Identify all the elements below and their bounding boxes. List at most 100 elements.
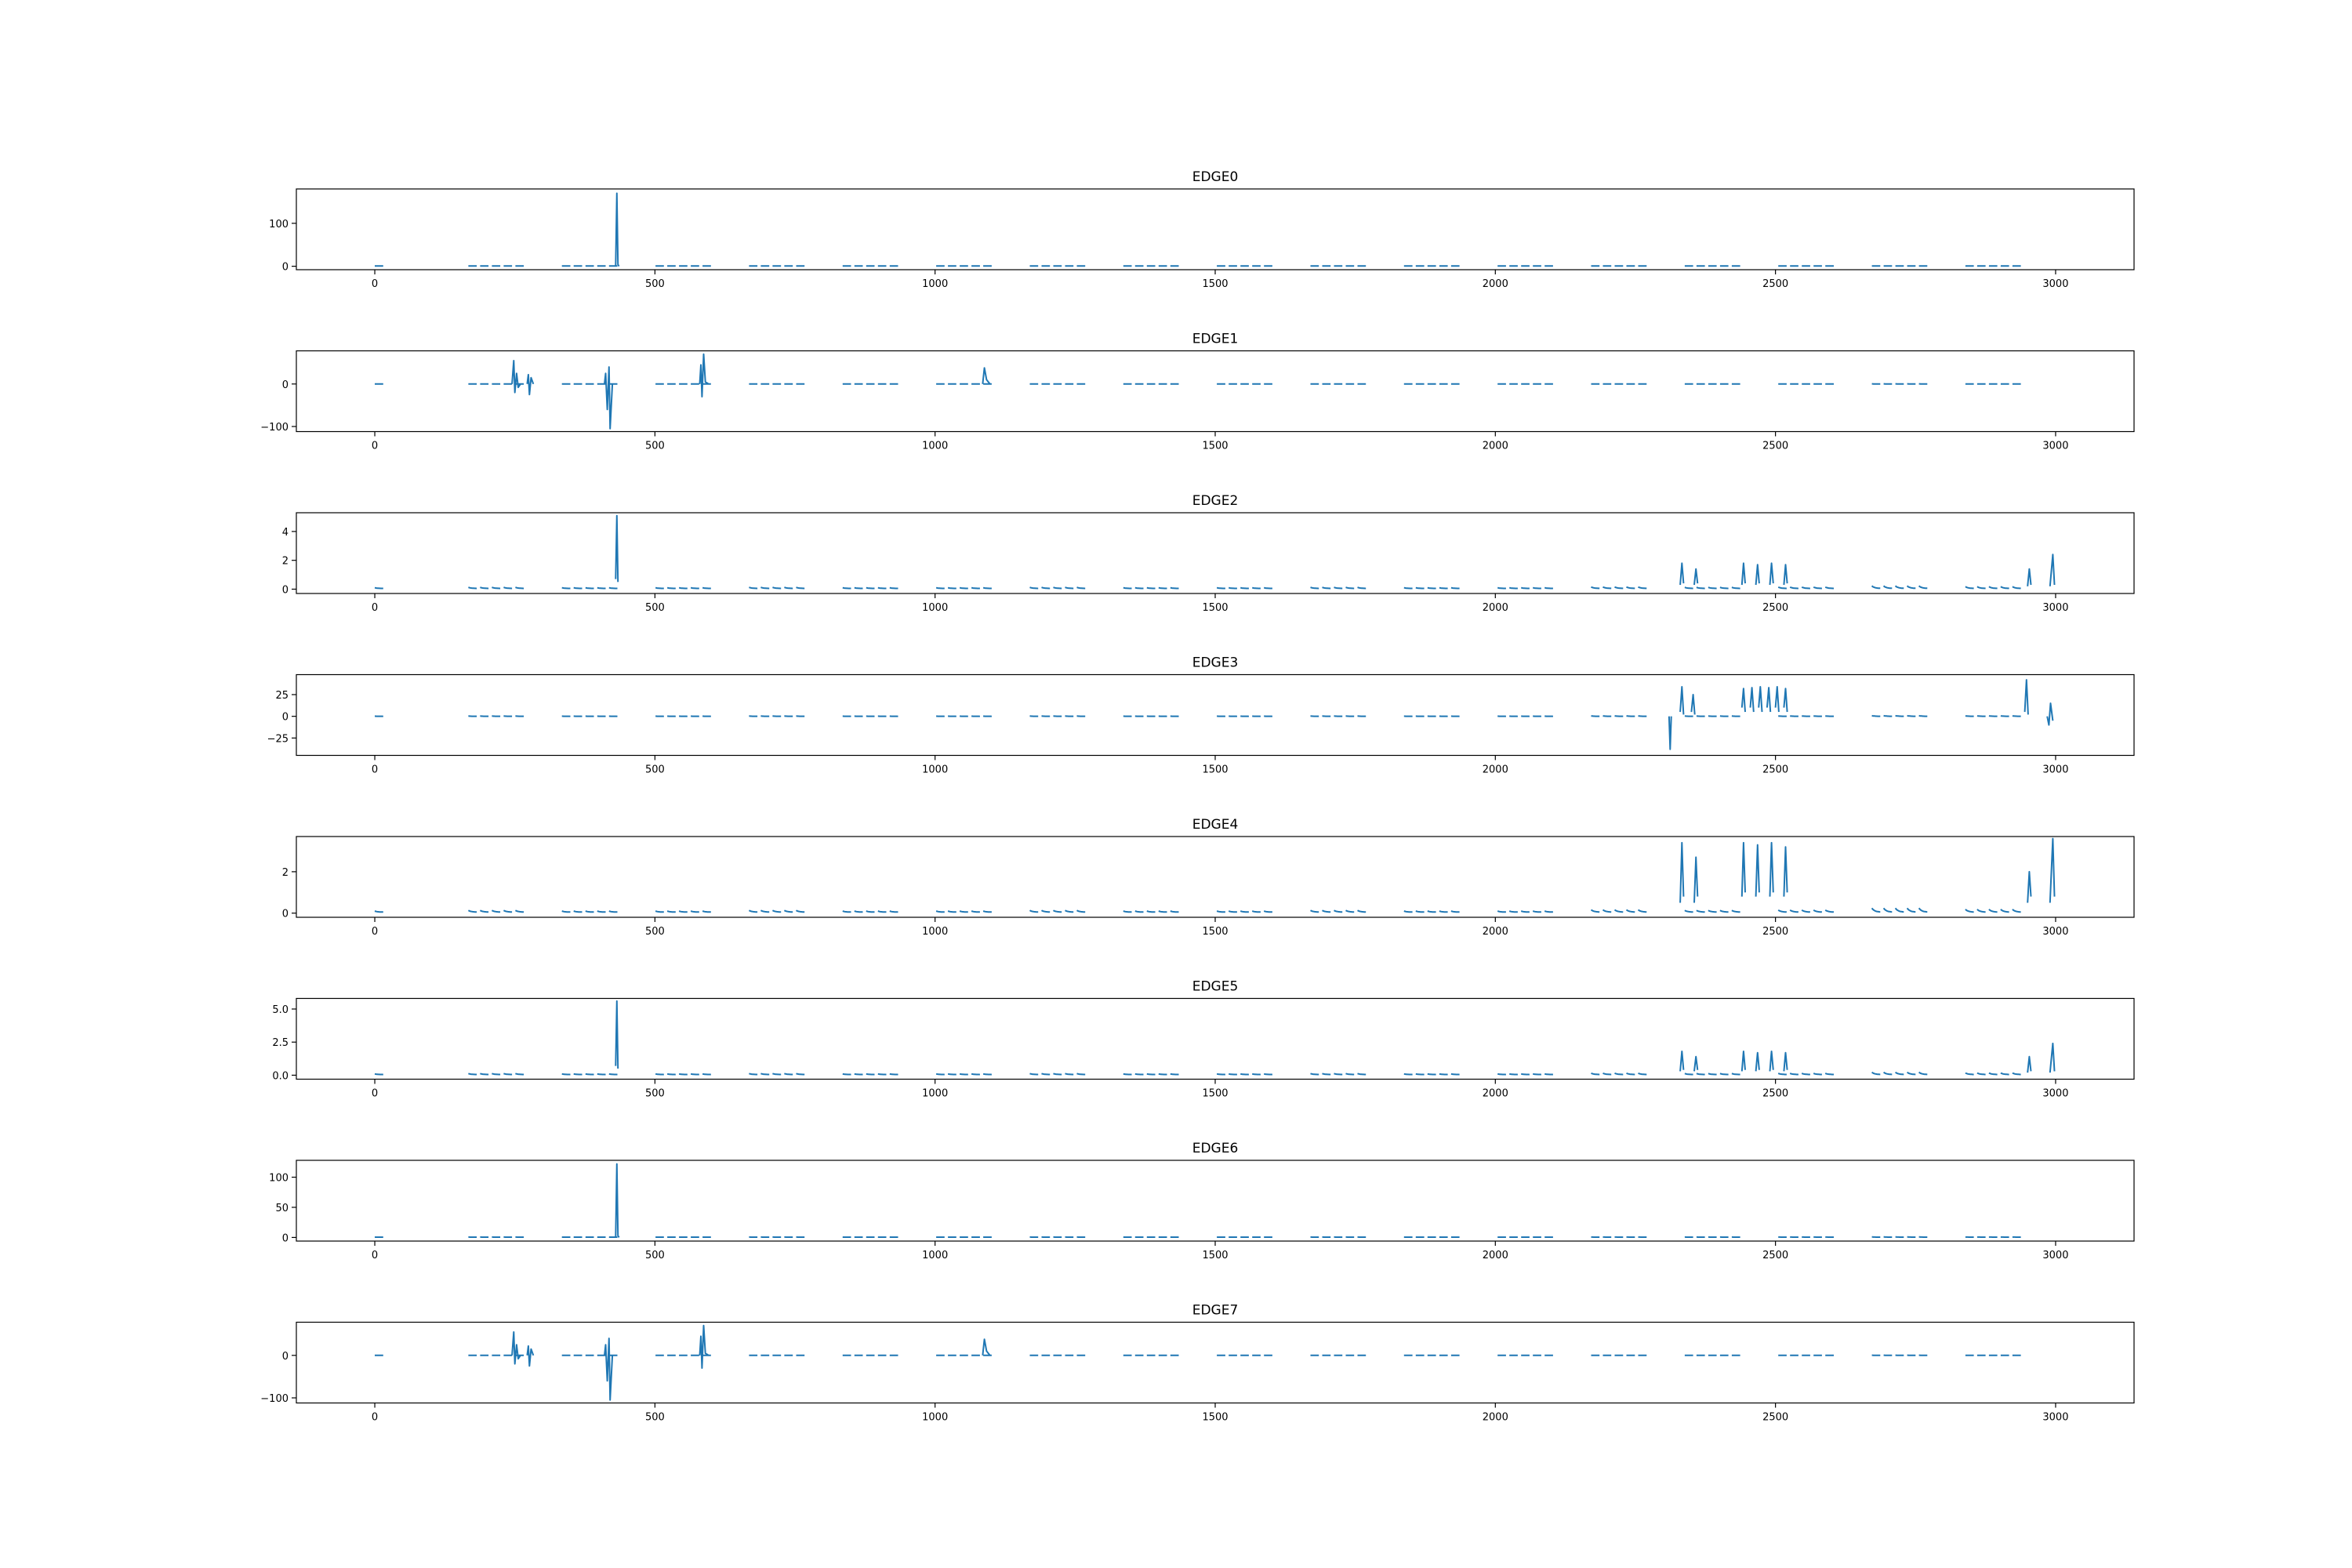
subplot-title: EDGE4 (1192, 817, 1239, 833)
x-tick-label: 2500 (1762, 764, 1788, 776)
x-tick-label: 2500 (1762, 278, 1788, 290)
x-tick-label: 0 (372, 602, 378, 614)
x-tick-label: 1500 (1202, 1412, 1228, 1424)
x-tick-label: 500 (645, 926, 665, 938)
subplot-title: EDGE6 (1192, 1141, 1239, 1156)
x-tick-label: 500 (645, 441, 665, 452)
subplot-title: EDGE3 (1192, 655, 1239, 671)
subplot-title: EDGE1 (1192, 332, 1239, 347)
y-tick-label: 5.0 (272, 1004, 289, 1016)
y-tick-label: −25 (267, 733, 289, 745)
y-tick-label: 100 (269, 1173, 289, 1185)
series-line (375, 1324, 2021, 1401)
subplot-edge3: EDGE3 0 500 1000 1500 2000 2500 3000 25 0 −25 (267, 655, 2135, 776)
x-tick-label: 2500 (1762, 1250, 1788, 1261)
x-tick-label: 1000 (922, 764, 948, 776)
x-tick-label: 2000 (1483, 441, 1508, 452)
y-tick-label: 4 (282, 527, 289, 539)
x-tick-label: 2000 (1483, 926, 1508, 938)
y-tick-label: 2 (282, 556, 289, 568)
x-tick-label: 500 (645, 278, 665, 290)
x-tick-label: 2000 (1483, 602, 1508, 614)
x-tick-label: 1000 (922, 441, 948, 452)
x-tick-label: 0 (372, 278, 378, 290)
subplot-title: EDGE5 (1192, 979, 1239, 995)
series-line (374, 514, 2056, 590)
y-tick-label: 25 (275, 690, 289, 702)
x-tick-label: 2000 (1483, 278, 1508, 290)
x-tick-label: 1500 (1202, 1250, 1228, 1261)
x-tick-label: 1500 (1202, 441, 1228, 452)
x-tick-label: 0 (372, 764, 378, 776)
series-line (375, 192, 2021, 267)
subplot-edge0: EDGE0 0 500 1000 1500 2000 2500 3000 0 100 (269, 169, 2135, 290)
x-tick-label: 2000 (1483, 1088, 1508, 1100)
x-tick-label: 500 (645, 764, 665, 776)
x-tick-label: 2000 (1483, 1250, 1508, 1261)
x-tick-label: 1000 (922, 926, 948, 938)
y-tick-label: 0.0 (272, 1070, 289, 1082)
x-tick-label: 500 (645, 1088, 665, 1100)
x-tick-label: 1000 (922, 602, 948, 614)
x-tick-label: 2000 (1483, 764, 1508, 776)
y-tick-label: 0 (282, 1232, 289, 1244)
x-tick-label: 0 (372, 1088, 378, 1100)
subplot-edge6: EDGE6 0 500 1000 1500 2000 2500 3000 0 50 100 (269, 1141, 2135, 1261)
x-tick-label: 1500 (1202, 1088, 1228, 1100)
y-tick-label: 2 (282, 867, 289, 879)
y-tick-label: 0 (282, 584, 289, 596)
x-tick-label: 3000 (2042, 764, 2068, 776)
x-tick-label: 0 (372, 926, 378, 938)
x-tick-label: 1500 (1202, 278, 1228, 290)
x-tick-label: 3000 (2042, 926, 2068, 938)
subplot-edge5: EDGE5 0 500 1000 1500 2000 2500 3000 0.0 2.5 5.0 (272, 979, 2135, 1100)
x-tick-label: 2500 (1762, 1088, 1788, 1100)
series-line (375, 679, 2054, 750)
x-tick-label: 2000 (1483, 1412, 1508, 1424)
subplot-title: EDGE0 (1192, 169, 1239, 185)
x-tick-label: 3000 (2042, 1088, 2068, 1100)
subplot-edge4: EDGE4 0 500 1000 1500 2000 2500 3000 0 2 (282, 817, 2135, 938)
y-tick-label: 0 (282, 712, 289, 724)
x-tick-label: 3000 (2042, 602, 2068, 614)
x-tick-label: 500 (645, 1250, 665, 1261)
x-tick-label: 500 (645, 602, 665, 614)
series-line (374, 837, 2056, 913)
subplot-edge7: EDGE7 0 500 1000 1500 2000 2500 3000 0 −100 (260, 1303, 2135, 1424)
x-tick-label: 1500 (1202, 602, 1228, 614)
x-tick-label: 0 (372, 1412, 378, 1424)
x-tick-label: 2500 (1762, 1412, 1788, 1424)
series-line (374, 1163, 2021, 1238)
y-tick-label: 0 (282, 1351, 289, 1363)
y-tick-label: 0 (282, 909, 289, 920)
x-tick-label: 3000 (2042, 441, 2068, 452)
x-tick-label: 1000 (922, 1412, 948, 1424)
x-tick-label: 2500 (1762, 602, 1788, 614)
x-tick-label: 1000 (922, 1250, 948, 1261)
x-tick-label: 3000 (2042, 278, 2068, 290)
y-tick-label: −100 (260, 422, 289, 434)
x-tick-label: 2500 (1762, 926, 1788, 938)
x-tick-label: 1000 (922, 278, 948, 290)
x-tick-label: 1000 (922, 1088, 948, 1100)
x-tick-label: 0 (372, 441, 378, 452)
y-tick-label: 50 (275, 1203, 289, 1214)
x-tick-label: 1500 (1202, 764, 1228, 776)
subplot-edge1: EDGE1 0 500 1000 1500 2000 2500 3000 0 −100 (260, 332, 2135, 452)
y-tick-label: −100 (260, 1393, 289, 1405)
y-tick-label: 2.5 (272, 1037, 289, 1049)
subplot-title: EDGE7 (1192, 1303, 1239, 1319)
x-tick-label: 500 (645, 1412, 665, 1424)
x-tick-label: 1500 (1202, 926, 1228, 938)
y-tick-label: 0 (282, 379, 289, 391)
x-tick-label: 3000 (2042, 1250, 2068, 1261)
y-tick-label: 100 (269, 219, 289, 230)
x-tick-label: 0 (372, 1250, 378, 1261)
x-tick-label: 3000 (2042, 1412, 2068, 1424)
y-tick-label: 0 (282, 262, 289, 274)
series-line (375, 353, 2021, 430)
subplot-edge2: EDGE2 0 500 1000 1500 2000 2500 3000 0 2 4 (282, 493, 2135, 614)
x-tick-label: 2500 (1762, 441, 1788, 452)
